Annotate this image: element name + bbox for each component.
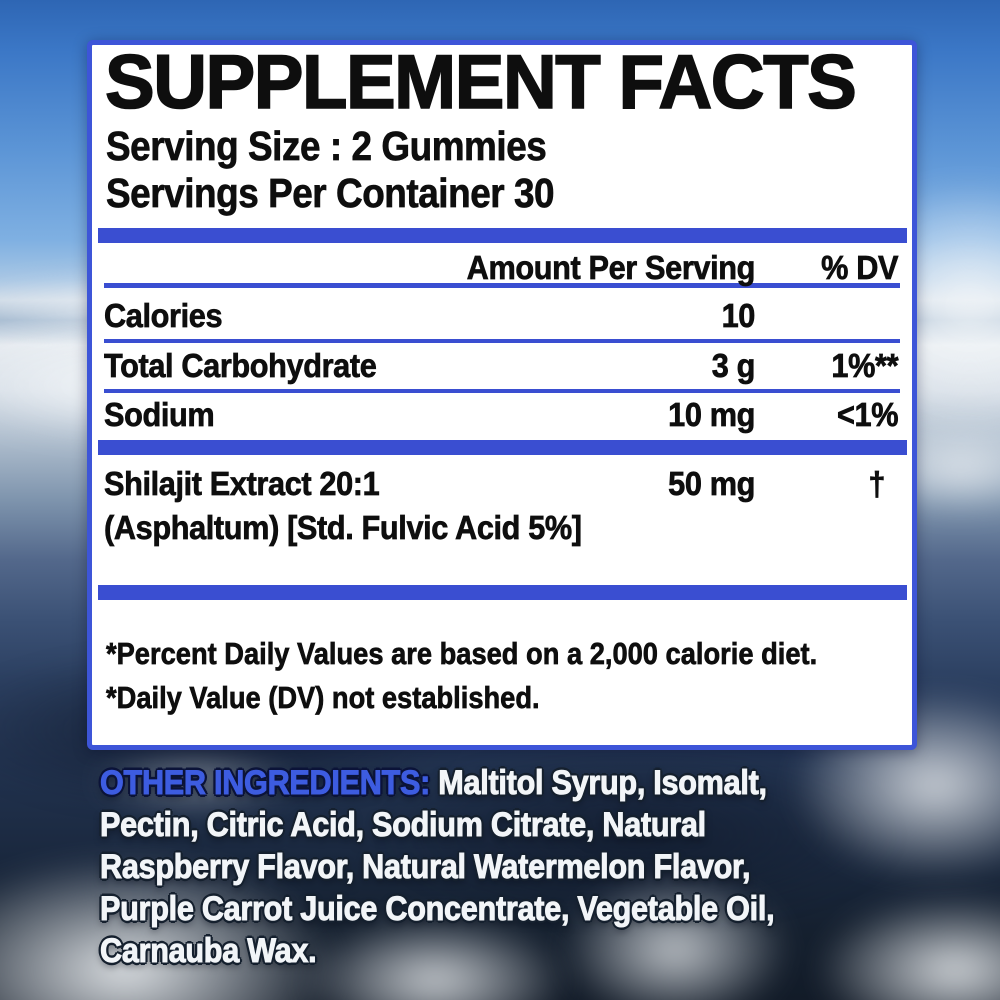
table-row-total-carbohydrate: Total Carbohydrate 3 g 1%** bbox=[104, 343, 900, 393]
nutrient-amount: 50 mg bbox=[668, 465, 756, 503]
other-ingredients-text: Maltitol Syrup, Isomalt, bbox=[430, 764, 768, 803]
other-ingredients-line: Raspberry Flavor, Natural Watermelon Fla… bbox=[100, 848, 751, 887]
nutrient-amount: 10 mg bbox=[668, 396, 756, 434]
footnote-dv-not-established: *Daily Value (DV) not established. bbox=[106, 680, 540, 716]
other-ingredients-block: OTHER INGREDIENTS: Maltitol Syrup, Isoma… bbox=[100, 762, 960, 972]
nutrient-amount: 10 bbox=[721, 297, 755, 335]
nutrient-dv bbox=[765, 293, 900, 339]
nutrient-name-detail: (Asphaltum) [Std. Fulvic Acid 5%] bbox=[104, 509, 583, 547]
other-ingredients-line: Purple Carrot Juice Concentrate, Vegetab… bbox=[100, 890, 775, 929]
nutrient-dv-dagger: † bbox=[868, 465, 886, 503]
footnote-percent-daily-values: *Percent Daily Values are based on a 2,0… bbox=[106, 636, 818, 672]
other-ingredients-line: Carnauba Wax. bbox=[100, 932, 318, 971]
table-header-row: Amount Per Serving % DV bbox=[104, 247, 900, 288]
column-header-dv: % DV bbox=[821, 249, 899, 287]
nutrient-dv: 1%** bbox=[831, 347, 899, 385]
other-ingredients-line: Pectin, Citric Acid, Sodium Citrate, Nat… bbox=[100, 806, 707, 845]
table-row-sodium: Sodium 10 mg <1% bbox=[104, 393, 900, 437]
table-row-calories: Calories 10 bbox=[104, 293, 900, 343]
supplement-facts-panel: SUPPLEMENT FACTS Serving Size : 2 Gummie… bbox=[87, 40, 917, 750]
divider-bar bbox=[98, 228, 907, 243]
divider-bar bbox=[98, 440, 907, 455]
nutrient-dv: <1% bbox=[836, 396, 899, 434]
nutrient-amount: 3 g bbox=[711, 347, 755, 385]
panel-title: SUPPLEMENT FACTS bbox=[104, 40, 857, 125]
other-ingredients-line: OTHER INGREDIENTS: Maltitol Syrup, Isoma… bbox=[100, 762, 874, 804]
nutrient-name: Calories bbox=[104, 297, 223, 335]
table-row-shilajit-extract: Shilajit Extract 20:1 50 mg † bbox=[104, 462, 900, 506]
servings-per-container-line: Servings Per Container 30 bbox=[106, 170, 555, 217]
table-row-shilajit-detail: (Asphaltum) [Std. Fulvic Acid 5%] bbox=[104, 506, 900, 550]
cloud bbox=[90, 748, 300, 814]
other-ingredients-label: OTHER INGREDIENTS: bbox=[100, 764, 431, 803]
serving-size-line: Serving Size : 2 Gummies bbox=[106, 123, 547, 170]
nutrient-name: Total Carbohydrate bbox=[104, 347, 377, 385]
column-header-amount: Amount Per Serving bbox=[466, 249, 755, 287]
cloud bbox=[560, 875, 790, 1000]
nutrient-name: Shilajit Extract 20:1 bbox=[104, 465, 380, 503]
divider-bar bbox=[98, 585, 907, 600]
nutrient-name: Sodium bbox=[104, 396, 215, 434]
